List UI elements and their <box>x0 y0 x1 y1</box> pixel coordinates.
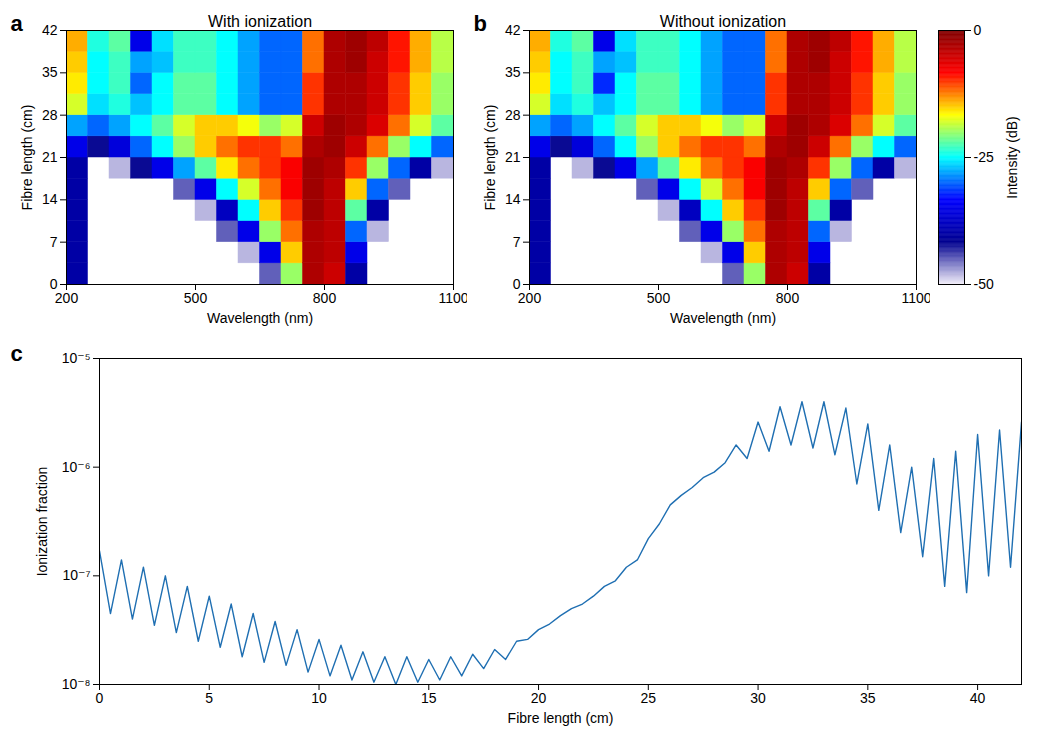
svg-text:15: 15 <box>421 690 437 706</box>
svg-text:0: 0 <box>96 690 104 706</box>
svg-text:800: 800 <box>313 290 337 306</box>
svg-text:28: 28 <box>42 107 58 123</box>
svg-text:7: 7 <box>513 234 521 250</box>
svg-text:10: 10 <box>311 690 327 706</box>
svg-text:200: 200 <box>518 290 542 306</box>
svg-text:20: 20 <box>531 690 547 706</box>
svg-text:-50: -50 <box>974 276 994 292</box>
svg-text:35: 35 <box>505 64 521 80</box>
svg-text:With ionization: With ionization <box>208 13 312 30</box>
svg-text:Ionization fraction: Ionization fraction <box>34 467 50 577</box>
svg-text:b: b <box>474 11 487 36</box>
svg-text:1100: 1100 <box>438 290 468 306</box>
svg-text:35: 35 <box>42 64 58 80</box>
svg-text:Wavelength (nm): Wavelength (nm) <box>207 310 313 326</box>
svg-text:25: 25 <box>641 690 657 706</box>
svg-text:a: a <box>11 11 24 36</box>
svg-text:14: 14 <box>505 191 521 207</box>
svg-text:0: 0 <box>974 22 982 38</box>
svg-text:14: 14 <box>42 191 58 207</box>
svg-text:Fibre length (cm): Fibre length (cm) <box>19 105 35 211</box>
svg-text:0: 0 <box>512 276 521 292</box>
svg-text:-25: -25 <box>974 149 994 165</box>
svg-text:30: 30 <box>750 690 766 706</box>
svg-text:40: 40 <box>970 690 986 706</box>
svg-text:200: 200 <box>55 290 79 306</box>
svg-text:800: 800 <box>776 290 800 306</box>
svg-text:10⁻⁵: 10⁻⁵ <box>62 350 91 366</box>
svg-text:1100: 1100 <box>901 290 931 306</box>
svg-text:35: 35 <box>860 690 876 706</box>
svg-text:Intensity (dB): Intensity (dB) <box>1004 116 1020 198</box>
svg-text:28: 28 <box>505 107 521 123</box>
svg-text:Wavelength (nm): Wavelength (nm) <box>670 310 776 326</box>
svg-text:10⁻⁶: 10⁻⁶ <box>62 459 91 475</box>
svg-text:42: 42 <box>42 22 58 38</box>
svg-text:42: 42 <box>505 22 521 38</box>
svg-text:7: 7 <box>50 234 58 250</box>
svg-text:21: 21 <box>42 149 58 165</box>
svg-text:Without ionization: Without ionization <box>660 13 786 30</box>
svg-text:Fibre length (cm): Fibre length (cm) <box>482 105 498 211</box>
svg-text:10⁻⁷: 10⁻⁷ <box>62 567 90 583</box>
svg-text:500: 500 <box>647 290 671 306</box>
svg-text:0: 0 <box>49 276 58 292</box>
svg-text:c: c <box>11 341 23 366</box>
svg-text:5: 5 <box>205 690 213 706</box>
svg-text:500: 500 <box>184 290 208 306</box>
svg-text:21: 21 <box>505 149 521 165</box>
svg-text:Fibre length (cm): Fibre length (cm) <box>508 710 614 726</box>
svg-text:10⁻⁸: 10⁻⁸ <box>62 676 91 692</box>
